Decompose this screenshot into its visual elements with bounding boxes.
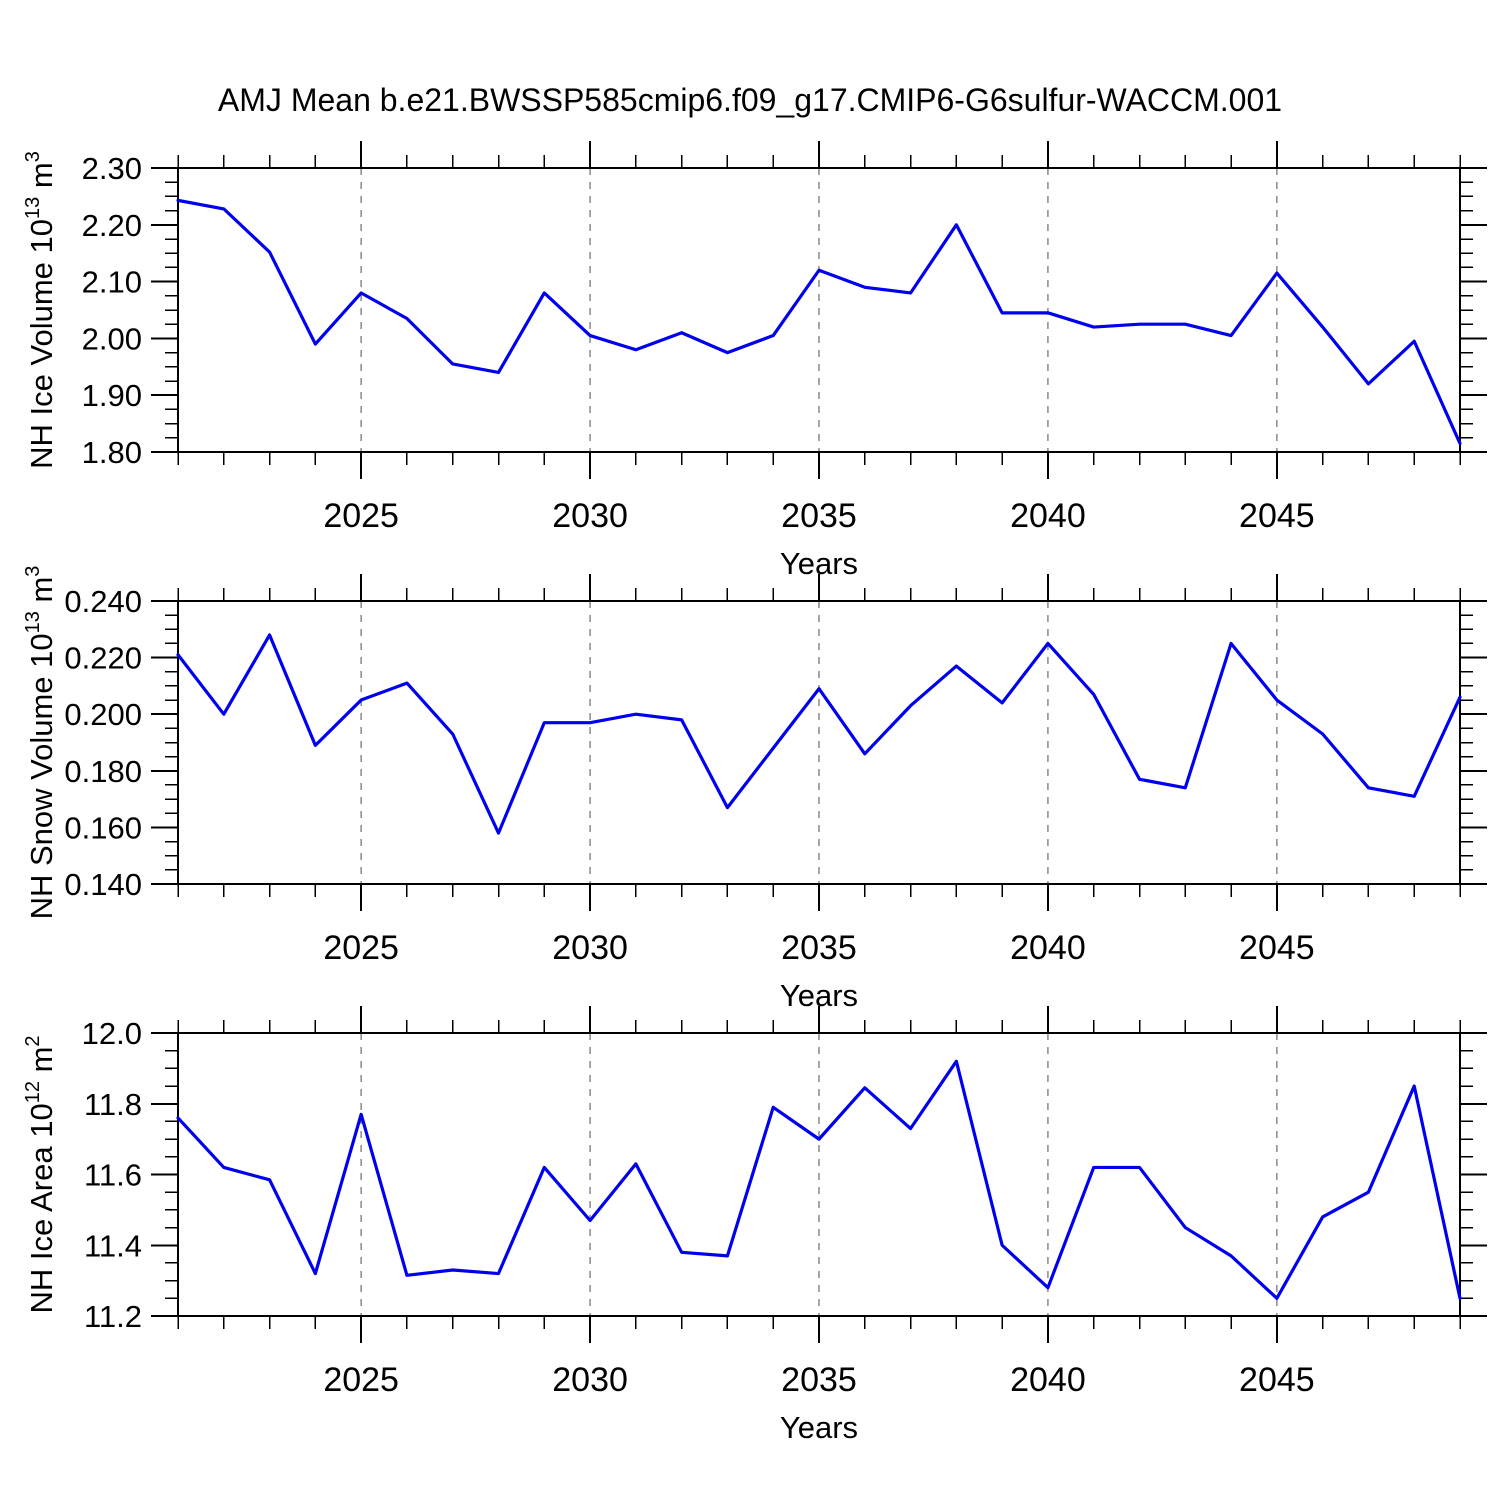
y-axis-title: NH Ice Area 1012 m2 [22, 1035, 59, 1313]
x-tick-label: 2025 [323, 929, 399, 967]
x-tick-label: 2045 [1239, 929, 1315, 967]
y-tick-label: 11.8 [84, 1087, 142, 1122]
x-tick-label: 2040 [1010, 497, 1086, 535]
x-tick-label: 2040 [1010, 1361, 1086, 1399]
x-tick-label: 2025 [323, 497, 399, 535]
panel-nh-snow-volume: 0.140 0.160 0.180 0.200 0.220 0.240 2025 2030 20… [22, 566, 1487, 1013]
x-tick-label: 2045 [1239, 497, 1315, 535]
x-tick-label: 2040 [1010, 929, 1086, 967]
y-tick-label: 2.00 [82, 321, 142, 356]
x-tick-label: 2045 [1239, 1361, 1315, 1399]
y-tick-label: 0.220 [64, 641, 142, 676]
y-tick-label: 2.30 [82, 151, 142, 186]
chart-title: AMJ Mean b.e21.BWSSP585cmip6.f09_g17.CMI… [217, 82, 1283, 118]
nh-ice-volume-series-line [176, 198, 1462, 446]
y-tick-label: 1.90 [82, 378, 142, 413]
y-tick-label: 11.2 [84, 1299, 142, 1334]
y-tick-label: 0.240 [64, 584, 142, 619]
y-tick-label: 1.80 [82, 435, 142, 470]
y-tick-label: 0.140 [64, 867, 142, 902]
x-tick-label: 2030 [552, 929, 628, 967]
x-tick-label: 2035 [781, 929, 857, 967]
y-tick-label: 2.20 [82, 208, 142, 243]
x-tick-label: 2035 [781, 1361, 857, 1399]
y-tick-label: 11.6 [84, 1158, 142, 1193]
nh-ice-area-series-line [176, 1059, 1462, 1300]
y-tick-label: 0.160 [64, 810, 142, 845]
axis-ticks [151, 1006, 1487, 1343]
y-tick-label: 11.4 [84, 1228, 142, 1263]
x-tick-label: 2030 [552, 497, 628, 535]
nh-snow-volume-series-line [176, 633, 1462, 835]
axis-ticks [151, 141, 1487, 479]
panel-nh-ice-volume: 1.80 1.90 2.00 2.10 2.20 2.30 2025 2030 2035 2040… [22, 141, 1487, 581]
x-tick-label: 2030 [552, 1361, 628, 1399]
axis-ticks [151, 574, 1487, 911]
gridlines [360, 1033, 1278, 1316]
x-tick-label: 2035 [781, 497, 857, 535]
panel-nh-ice-area: 11.2 11.4 11.6 11.8 12.0 2025 2030 2035 2040 2045… [22, 1006, 1487, 1445]
y-axis-title: NH Ice Volume 1013 m3 [22, 151, 59, 469]
y-tick-label: 12.0 [82, 1016, 142, 1051]
gridlines [360, 601, 1278, 884]
x-axis-title: Years [780, 1410, 858, 1445]
y-tick-label: 2.10 [82, 265, 142, 300]
y-axis-title: NH Snow Volume 1013 m3 [22, 566, 59, 920]
gridlines [360, 168, 1278, 452]
y-tick-label: 0.200 [64, 697, 142, 732]
y-tick-label: 0.180 [64, 754, 142, 789]
x-tick-label: 2025 [323, 1361, 399, 1399]
